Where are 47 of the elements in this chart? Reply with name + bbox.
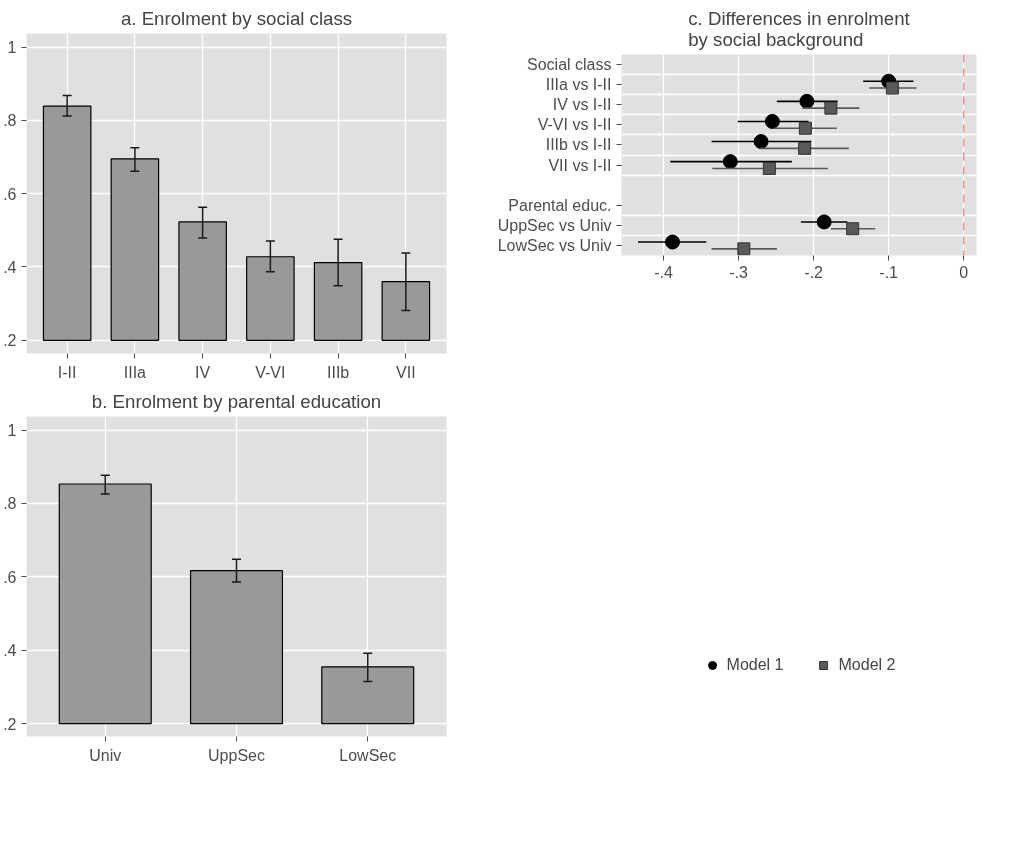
x-tick-label: -.1 [879,263,899,281]
y-tick-label: V-VI vs I-II [537,116,612,134]
x-tick-label: V-VI [255,363,286,381]
chart-title: c. Differences in enrolment by social background [688,7,911,50]
y-tick-label: IIIb vs I-II [545,136,612,154]
y-tick-label: .6 [3,185,17,203]
bar [42,105,92,341]
x-tick-label: VII [396,363,416,381]
y-tick-label: Parental educ. [508,196,612,214]
legend-label: Model 1 [726,656,784,674]
bar [58,483,152,725]
legend-label: Model 2 [838,656,896,674]
y-tick-label: IIIa vs I-II [545,76,612,94]
x-tick-label: -.4 [654,263,673,281]
chart-title: b. Enrolment by parental education [91,390,382,412]
bar [178,221,227,341]
x-tick-label: LowSec [339,746,397,764]
x-tick-label: Univ [89,746,122,764]
x-tick-label: IIIa [123,363,147,381]
y-tick-label: .4 [3,642,17,660]
y-tick-label: LowSec vs Univ [497,236,612,254]
bar [246,256,295,341]
y-tick-label: .8 [3,112,17,130]
bar [321,666,415,725]
bar [110,158,160,341]
x-tick-label: -.2 [804,263,824,281]
y-tick-label: Social class [527,56,612,74]
y-tick-label: .2 [3,332,17,350]
bar [189,570,284,725]
y-tick-label: 1 [7,422,17,440]
x-tick-label: UppSec [208,746,265,764]
y-tick-label: .2 [3,715,17,733]
y-tick-label: IV vs I-II [552,96,612,114]
x-tick-label: I-II [57,363,77,381]
y-tick-label: .6 [3,568,17,586]
y-tick-label: VII vs I-II [548,156,612,174]
y-tick-label: .4 [3,258,17,276]
y-tick-label: .8 [3,495,17,513]
y-tick-label: 1 [7,39,17,57]
chart-title: a. Enrolment by social class [120,7,353,29]
y-tick-label: UppSec vs Univ [497,216,612,234]
bar [313,262,363,341]
bar [381,281,431,341]
x-tick-label: IV [195,363,211,381]
x-tick-label: 0 [959,263,969,281]
x-tick-label: -.3 [729,263,749,281]
x-tick-label: IIIb [327,363,350,381]
